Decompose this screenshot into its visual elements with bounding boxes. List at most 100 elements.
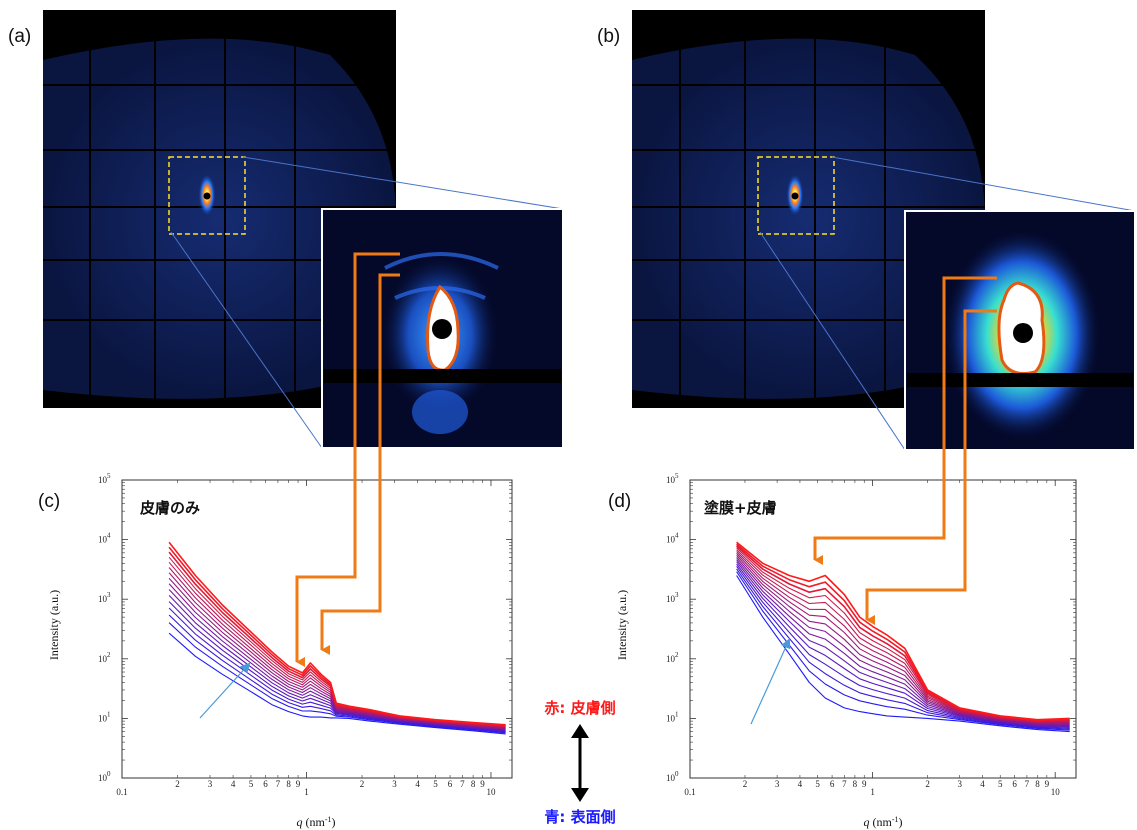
legend-red: 赤: 皮膚側 <box>544 699 615 717</box>
zoom-connector-a <box>170 156 564 449</box>
xtick-minor-label: 2 <box>360 779 365 789</box>
series-line-1 <box>736 575 1070 733</box>
xtick-minor-label: 7 <box>460 779 465 789</box>
peak-guide-c2 <box>320 273 400 655</box>
series-line-1 <box>168 632 506 735</box>
zoom-inset-b <box>904 210 1136 451</box>
xlabel-d-q: q <box>863 815 869 829</box>
ytick-label: 103 <box>666 591 679 604</box>
xtick-minor-label: 7 <box>276 779 281 789</box>
ylabel-d: Intensity (a.u.) <box>615 590 629 660</box>
series-line-15 <box>736 543 1070 722</box>
series-line-5 <box>736 563 1070 728</box>
chart-title-d: 塗膜+皮膚 <box>704 499 777 517</box>
series-line-8 <box>736 557 1070 725</box>
xtick-label: 10 <box>1051 787 1061 797</box>
xtick-label: 1 <box>304 787 309 797</box>
series-d <box>736 541 1070 733</box>
xtick-label: 1 <box>870 787 875 797</box>
zoom-inset-a <box>321 208 564 449</box>
panel-label-b: (b) <box>597 26 620 47</box>
xtick-label: 0.1 <box>684 787 695 797</box>
xtick-minor-label: 2 <box>175 779 180 789</box>
xtick-minor-label: 3 <box>208 779 213 789</box>
xtick-minor-label: 5 <box>998 779 1003 789</box>
zoom-connector-b <box>759 156 1136 451</box>
series-line-14 <box>736 545 1070 722</box>
series-line-13 <box>168 556 506 727</box>
xtick-minor-label: 6 <box>830 779 835 789</box>
xlabel-c-unit: (nm <box>302 815 325 829</box>
xtick-minor-label: 9 <box>480 779 485 789</box>
ytick-label-exp: 1 <box>675 710 679 718</box>
peak-guide-d2 <box>865 309 997 625</box>
ytick-label-exp: 3 <box>107 591 111 599</box>
series-line-2 <box>168 622 506 734</box>
series-line-12 <box>736 549 1070 723</box>
panel-label-a: (a) <box>8 26 31 47</box>
legend-blue: 青: 表面側 <box>544 808 615 826</box>
xtick-label: 10 <box>486 787 496 797</box>
ytick-label-exp: 2 <box>107 651 111 659</box>
xtick-minor-label: 4 <box>798 779 803 789</box>
ytick-label-exp: 0 <box>107 770 111 778</box>
series-line-9 <box>736 555 1070 725</box>
ytick-label-exp: 3 <box>675 591 679 599</box>
ytick-label-exp: 4 <box>675 532 679 540</box>
xtick-minor-label: 9 <box>1045 779 1050 789</box>
series-line-2 <box>736 571 1070 731</box>
ytick-label-exp: 4 <box>107 532 111 540</box>
xtick-minor-label: 4 <box>231 779 236 789</box>
series-line-6 <box>168 595 506 731</box>
xtick-minor-label: 8 <box>1035 779 1040 789</box>
series-line-15 <box>168 546 506 727</box>
chart-d: 塗膜+皮膚 Intensity (a.u.) q (nm-1) 10010110… <box>615 472 1077 829</box>
trend-arrow-c <box>199 662 251 719</box>
xtick-minor-label: 7 <box>1025 779 1030 789</box>
ytick-label: 102 <box>666 651 679 664</box>
series-line-16 <box>736 541 1070 721</box>
ytick-label: 104 <box>98 532 111 545</box>
xtick-minor-label: 3 <box>392 779 397 789</box>
ytick-label-exp: 0 <box>675 770 679 778</box>
series-line-3 <box>736 568 1070 730</box>
xtick-minor-label: 5 <box>249 779 254 789</box>
series-line-11 <box>736 551 1070 723</box>
ytick-label: 101 <box>666 710 679 723</box>
xtick-minor-label: 2 <box>925 779 930 789</box>
ytick-label: 100 <box>98 770 111 783</box>
xlabel-c: q (nm-1) <box>296 815 335 830</box>
ytick-label: 103 <box>98 591 111 604</box>
ytick-label: 104 <box>666 532 679 545</box>
series-line-10 <box>736 553 1070 724</box>
xlabel-c-exp: -1 <box>325 815 332 824</box>
ytick-label: 100 <box>666 770 679 783</box>
series-line-3 <box>168 614 506 733</box>
plot-frame-d <box>689 479 1077 779</box>
series-line-4 <box>736 565 1070 729</box>
xtick-label: 0.1 <box>116 787 127 797</box>
panel-label-c: (c) <box>38 491 60 512</box>
plot-frame-c <box>121 479 513 779</box>
xlabel-c-q: q <box>296 815 302 829</box>
series-line-6 <box>736 561 1070 727</box>
xtick-minor-label: 6 <box>448 779 453 789</box>
peak-guides <box>295 252 997 667</box>
series-line-7 <box>736 559 1070 726</box>
ytick-label: 101 <box>98 710 111 723</box>
xlabel-d-close: ) <box>899 815 903 829</box>
ytick-label: 105 <box>666 472 679 485</box>
ytick-label-exp: 1 <box>107 710 111 718</box>
xtick-minor-label: 5 <box>433 779 438 789</box>
peak-guide-c1 <box>295 252 400 667</box>
xlabel-d-unit: (nm <box>869 815 892 829</box>
xlabel-c-close: ) <box>332 815 336 829</box>
chart-c: 皮膚のみ Intensity (a.u.) q (nm-1) 100101102… <box>47 472 513 830</box>
series-line-12 <box>168 561 506 728</box>
series-c <box>168 541 506 735</box>
ytick-label-exp: 5 <box>107 472 111 480</box>
xtick-minor-label: 8 <box>853 779 858 789</box>
double-arrow-icon <box>571 724 589 802</box>
